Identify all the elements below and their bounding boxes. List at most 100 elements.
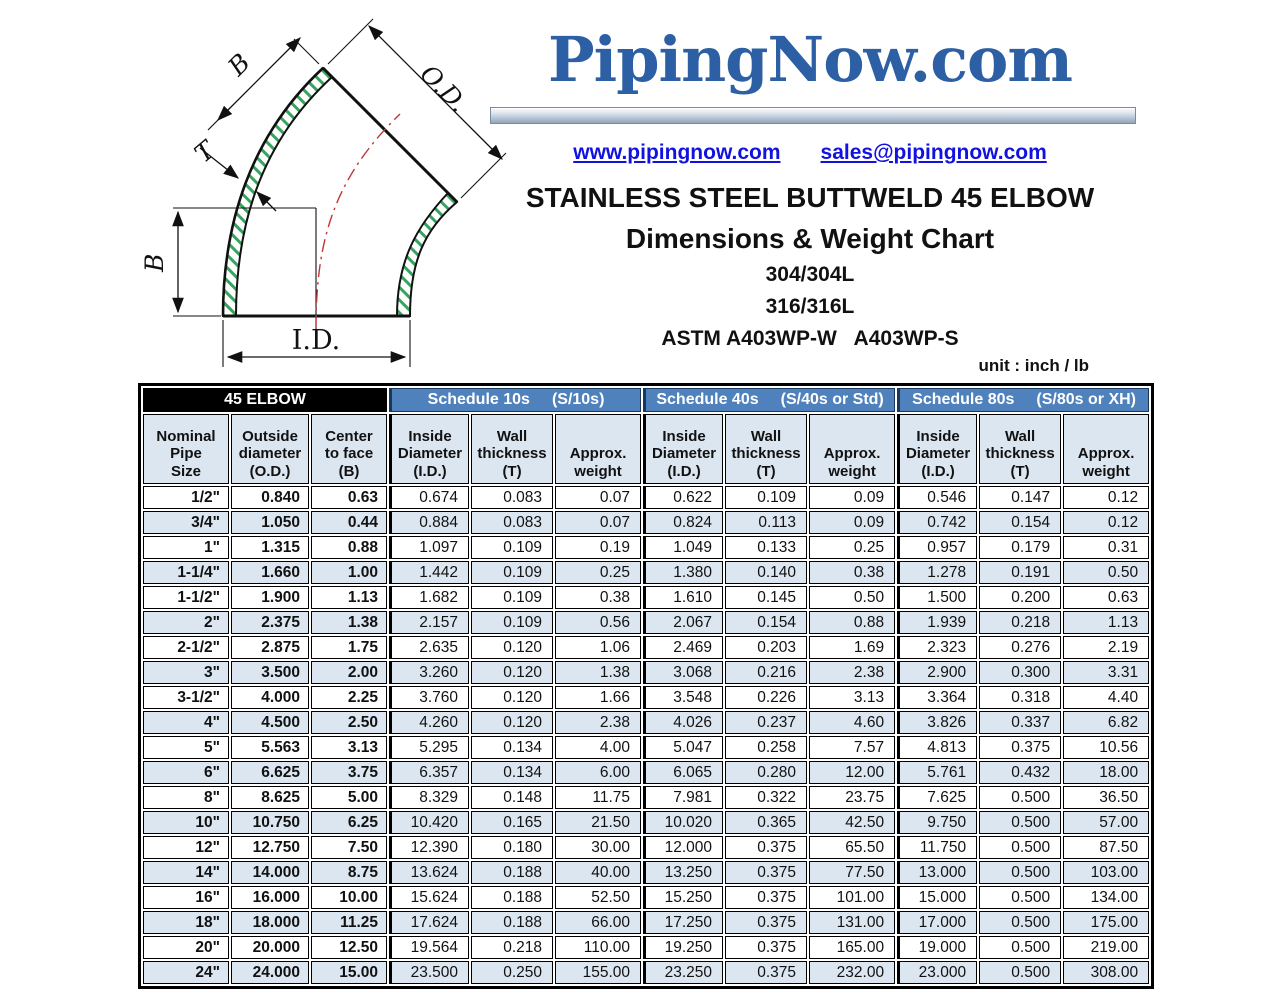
table-cell: 0.109 [471,536,554,559]
table-cell: 3.13 [311,736,388,759]
table-row: 24" 24.000 15.00 23.500 0.250 155.00 23.250 0.3… [143,961,1150,984]
table-cell: 3.13 [809,686,896,709]
table-cell: 0.365 [725,811,808,834]
cell-pipe-size: 18" [143,911,229,934]
cell-pipe-size: 20" [143,936,229,959]
dim-label-b-top: B [222,48,256,82]
table-cell: 0.500 [979,936,1062,959]
table-cell: 21.50 [555,811,642,834]
table-cell: 2.38 [555,711,642,734]
table-cell: 0.375 [725,961,808,984]
table-cell: 1.38 [555,661,642,684]
email-link[interactable]: sales@pipingnow.com [820,141,1047,164]
cell-pipe-size: 4" [143,711,229,734]
website-link[interactable]: www.pipingnow.com [573,141,781,164]
table-cell: 0.226 [725,686,808,709]
table-cell: 1.278 [897,561,978,584]
table-cell: 4.40 [1063,686,1150,709]
table-cell: 6.82 [1063,711,1150,734]
table-cell: 0.083 [471,511,554,534]
table-cell: 4.00 [555,736,642,759]
table-cell: 0.180 [471,836,554,859]
table-cell: 0.154 [979,511,1062,534]
table-cell: 2.900 [897,661,978,684]
table-cell: 6.065 [643,761,724,784]
column-header: Approx. weight [555,414,642,484]
table-cell: 2.067 [643,611,724,634]
table-row: 1/2" 0.840 0.63 0.674 0.083 0.07 0.622 0.109 0.0… [143,486,1150,509]
table-row: 14" 14.000 8.75 13.624 0.188 40.00 13.250 0.375… [143,861,1150,884]
table-cell: 0.145 [725,586,808,609]
table-cell: 9.750 [897,811,978,834]
table-cell: 0.147 [979,486,1062,509]
table-row: 3-1/2" 4.000 2.25 3.760 0.120 1.66 3.548 0.226 3… [143,686,1150,709]
table-cell: 19.250 [643,936,724,959]
table-cell: 103.00 [1063,861,1150,884]
table-cell: 0.546 [897,486,978,509]
table-cell: 2.469 [643,636,724,659]
table-cell: 0.500 [979,811,1062,834]
table-cell: 6.00 [555,761,642,784]
table-cell: 155.00 [555,961,642,984]
table-cell: 0.63 [1063,586,1150,609]
table-cell: 0.200 [979,586,1062,609]
table-cell: 1.610 [643,586,724,609]
table-cell: 30.00 [555,836,642,859]
table-cell: 0.824 [643,511,724,534]
table-cell: 3.760 [389,686,470,709]
table-cell: 3.548 [643,686,724,709]
table-cell: 3.500 [231,661,309,684]
table-cell: 0.50 [1063,561,1150,584]
table-cell: 1.900 [231,586,309,609]
table-cell: 0.148 [471,786,554,809]
table-cell: 5.00 [311,786,388,809]
table-row: 4" 4.500 2.50 4.260 0.120 2.38 4.026 0.237 4.60 3… [143,711,1150,734]
table-row: 6" 6.625 3.75 6.357 0.134 6.00 6.065 0.280 12.00… [143,761,1150,784]
table-cell: 0.25 [809,536,896,559]
contact-links: www.pipingnow.com sales@pipingnow.com [440,141,1180,165]
table-cell: 0.38 [809,561,896,584]
table-cell: 0.884 [389,511,470,534]
dimensions-table: 45 ELBOW Schedule 10s (S/10s) Schedule 40s(… [138,383,1155,989]
table-cell: 65.50 [809,836,896,859]
table-cell: 0.432 [979,761,1062,784]
grade-316: 316/316L [765,295,855,318]
table-cell: 0.154 [725,611,808,634]
table-cell: 7.625 [897,786,978,809]
table-cell: 42.50 [809,811,896,834]
column-header-row: Nominal Pipe Size Outside diameter (O.D.)… [143,414,1150,484]
table-cell: 1.75 [311,636,388,659]
table-cell: 4.500 [231,711,309,734]
table-cell: 15.250 [643,886,724,909]
table-cell: 0.375 [979,736,1062,759]
table-body: 1/2" 0.840 0.63 0.674 0.083 0.07 0.622 0.109 0.0… [143,486,1150,984]
table-cell: 3.826 [897,711,978,734]
table-cell: 0.337 [979,711,1062,734]
table-cell: 0.56 [555,611,642,634]
table-cell: 17.250 [643,911,724,934]
cell-pipe-size: 2-1/2" [143,636,229,659]
table-cell: 0.322 [725,786,808,809]
cell-pipe-size: 10" [143,811,229,834]
table-group-schedule: Schedule 80s (S/80s or XH) [897,388,1150,412]
table-cell: 0.12 [1063,486,1150,509]
cell-pipe-size: 3/4" [143,511,229,534]
table-cell: 0.280 [725,761,808,784]
table-cell: 0.375 [725,936,808,959]
table-cell: 11.25 [311,911,388,934]
table-cell: 0.07 [555,486,642,509]
table-cell: 0.250 [471,961,554,984]
table-cell: 5.295 [389,736,470,759]
table-cell: 13.624 [389,861,470,884]
table-cell: 0.19 [555,536,642,559]
table-cell: 1.050 [231,511,309,534]
table-row: 2-1/2" 2.875 1.75 2.635 0.120 1.06 2.469 0.203 1… [143,636,1150,659]
table-row: 3" 3.500 2.00 3.260 0.120 1.38 3.068 0.216 2.38 2… [143,661,1150,684]
table-cell: 40.00 [555,861,642,884]
table-cell: 5.563 [231,736,309,759]
table-cell: 0.318 [979,686,1062,709]
table-group-schedule: Schedule 10s (S/10s) [389,388,642,412]
table-cell: 2.875 [231,636,309,659]
table-cell: 57.00 [1063,811,1150,834]
page-subtitle: Dimensions & Weight Chart [625,223,995,254]
